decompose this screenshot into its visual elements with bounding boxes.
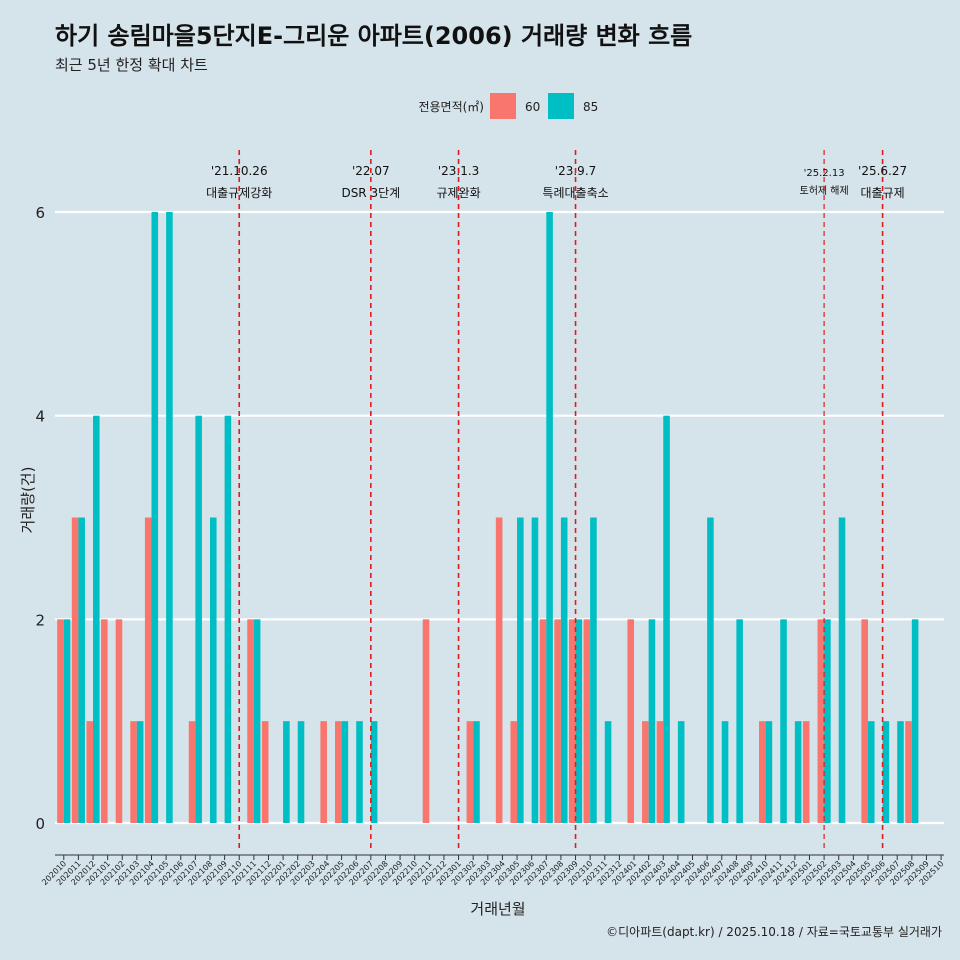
- bar-85-202010: [63, 619, 71, 823]
- bar-85-202503: [838, 517, 846, 823]
- bar-85-202206: [356, 721, 363, 823]
- bar-85-202502: [824, 619, 831, 823]
- event-date-3: '23.9.7: [555, 164, 596, 178]
- bar-85-202407: [721, 721, 729, 823]
- bar-85-202408: [736, 619, 743, 823]
- bar-85-202411: [780, 619, 787, 823]
- bar-60-202205: [335, 721, 342, 823]
- bar-60-202505: [861, 619, 868, 823]
- bar-60-202010: [57, 619, 64, 823]
- bar-85-202111: [253, 619, 261, 823]
- y-tick-label: 4: [35, 408, 45, 426]
- bar-60-202104: [144, 517, 152, 823]
- bar-60-202502: [817, 619, 825, 823]
- bar-60-202508: [905, 721, 912, 823]
- bar-60-202304: [495, 517, 503, 823]
- bar-85-202109: [224, 415, 232, 823]
- bar-60-202111: [247, 619, 254, 823]
- bar-85-202107: [195, 415, 202, 823]
- bar-85-202202: [297, 721, 305, 823]
- event-label-0: 대출규제강화: [206, 186, 272, 200]
- event-label-2: 규제완화: [436, 186, 480, 200]
- bar-60-202403: [656, 721, 664, 823]
- plot-area: 0 2 4 6 '21.10.26 대출규제강화 '22.07 DSR 3단계 '23.1.3 규…: [35, 150, 945, 887]
- bar-85-202011: [78, 517, 85, 823]
- bar-85-202310: [590, 517, 597, 823]
- bar-85-202309: [575, 619, 583, 823]
- y-tick-label: 6: [35, 204, 45, 222]
- legend-swatch-60: [490, 93, 516, 119]
- chart-subtitle: 최근 5년 한정 확대 차트: [55, 56, 208, 74]
- legend-label-85: 85: [583, 100, 598, 114]
- bar-85-202104: [151, 212, 159, 823]
- bar-60-202305: [510, 721, 518, 823]
- bar-85-202108: [209, 517, 217, 823]
- event-label-5: 대출규제: [861, 186, 905, 200]
- legend-label-60: 60: [525, 100, 540, 114]
- bar-60-202204: [320, 721, 327, 823]
- bar-60-202101: [101, 619, 108, 823]
- x-axis-title: 거래년월: [470, 900, 525, 918]
- bar-85-202402: [648, 619, 656, 823]
- bar-60-202102: [115, 619, 123, 823]
- y-axis-title: 거래량(건): [19, 467, 37, 534]
- event-label-4: 토허제 해제: [800, 184, 849, 197]
- event-date-2: '23.1.3: [438, 164, 479, 178]
- bar-85-202012: [93, 415, 100, 823]
- bar-85-202105: [166, 212, 173, 823]
- bar-85-202306: [531, 517, 539, 823]
- y-tick-label: 2: [35, 611, 45, 629]
- bar-85-202201: [283, 721, 290, 823]
- bar-85-202507: [897, 721, 904, 823]
- bar-60-202107: [188, 721, 196, 823]
- event-date-0: '21.10.26: [211, 164, 268, 178]
- bar-60-202302: [466, 721, 474, 823]
- bar-60-202308: [554, 619, 561, 823]
- y-tick-label: 0: [35, 815, 45, 833]
- bar-60-202501: [802, 721, 810, 823]
- bar-85-202404: [677, 721, 685, 823]
- bar-60-202310: [583, 619, 591, 823]
- bar-85-202205: [341, 721, 349, 823]
- bar-85-202410: [765, 721, 773, 823]
- bar-85-202508: [911, 619, 919, 823]
- bar-60-202401: [627, 619, 635, 823]
- bar-60-202309: [568, 619, 576, 823]
- bar-60-202307: [539, 619, 547, 823]
- bar-60-202103: [130, 721, 137, 823]
- bar-85-202505: [867, 721, 875, 823]
- legend: 전용면적(㎡) 60 85: [418, 93, 598, 119]
- bar-85-202403: [663, 415, 670, 823]
- event-date-5: '25.6.27: [858, 164, 907, 178]
- event-label-1: DSR 3단계: [341, 186, 400, 200]
- bar-85-202207: [370, 721, 378, 823]
- event-date-4: '25.2.13: [804, 168, 845, 179]
- bar-85-202308: [560, 517, 568, 823]
- bar-85-202506: [882, 721, 890, 823]
- bar-85-202311: [604, 721, 612, 823]
- legend-title: 전용면적(㎡): [418, 100, 484, 114]
- bar-60-202410: [759, 721, 766, 823]
- bar-60-202012: [86, 721, 94, 823]
- bar-85-202305: [517, 517, 524, 823]
- chart-title: 하기 송림마을5단지E-그리운 아파트(2006) 거래량 변화 흐름: [55, 22, 692, 50]
- bar-85-202302: [473, 721, 480, 823]
- event-date-1: '22.07: [352, 164, 390, 178]
- bar-85-202307: [546, 212, 553, 823]
- bar-85-202103: [136, 721, 144, 823]
- bar-60-202112: [261, 721, 269, 823]
- bar-85-202412: [794, 721, 802, 823]
- bar-60-202402: [642, 721, 649, 823]
- bar-60-202011: [71, 517, 79, 823]
- legend-swatch-85: [548, 93, 574, 119]
- event-label-3: 특례대출축소: [542, 186, 608, 200]
- caption: ©디아파트(dapt.kr) / 2025.10.18 / 자료=국토교통부 실…: [606, 925, 942, 939]
- bar-85-202406: [707, 517, 714, 823]
- bar-60-202211: [422, 619, 430, 823]
